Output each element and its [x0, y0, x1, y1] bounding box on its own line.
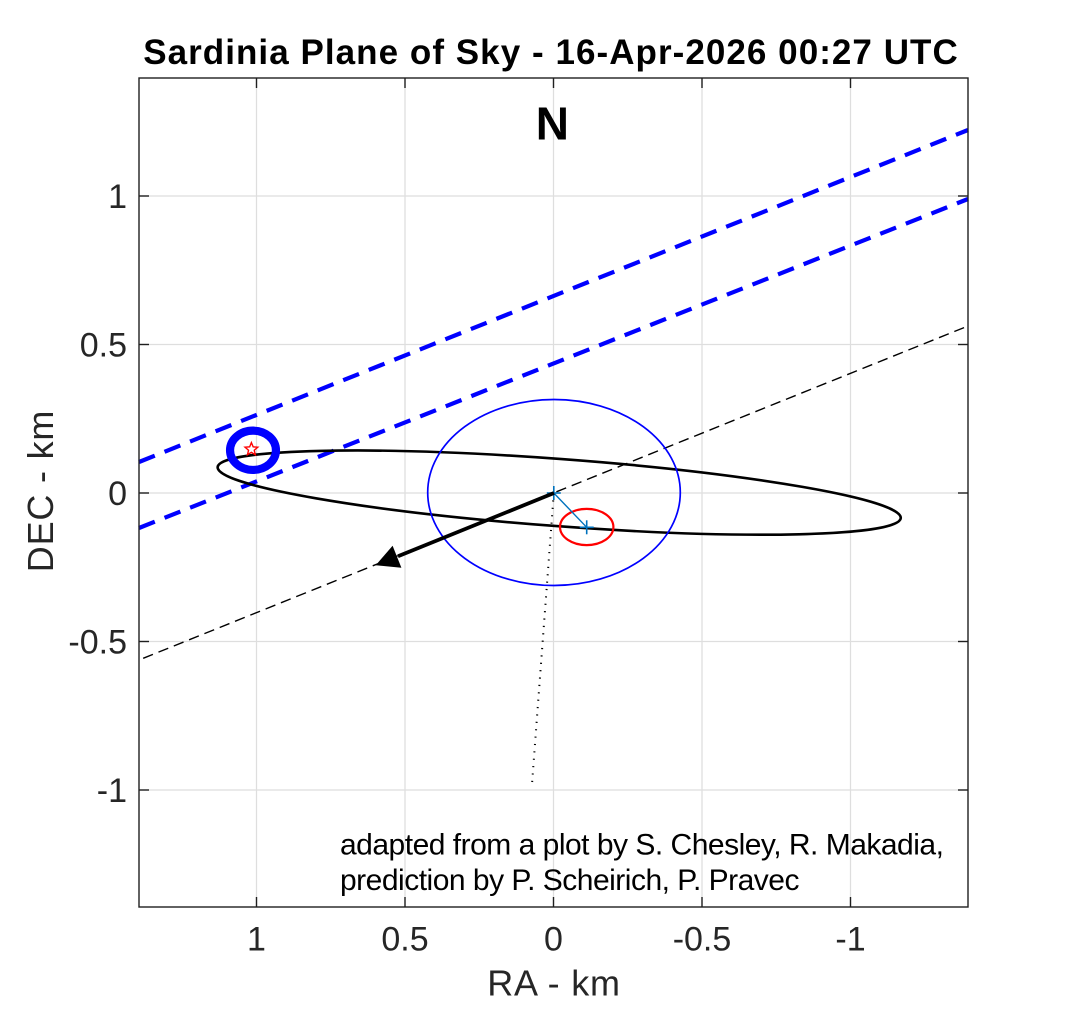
- svg-text:-1: -1: [97, 772, 127, 810]
- svg-text:0.5: 0.5: [381, 921, 428, 959]
- svg-text:-0.5: -0.5: [673, 921, 732, 959]
- svg-text:adapted from a plot by S. Ches: adapted from a plot by S. Chesley, R. Ma…: [340, 829, 943, 862]
- svg-text:0: 0: [544, 921, 563, 959]
- svg-text:Sardinia Plane of Sky - 16-Apr: Sardinia Plane of Sky - 16-Apr-2026 00:2…: [143, 33, 959, 72]
- svg-text:N: N: [536, 97, 569, 149]
- svg-text:prediction by P. Scheirich, P.: prediction by P. Scheirich, P. Pravec: [340, 864, 799, 897]
- svg-text:RA - km: RA - km: [487, 962, 621, 1003]
- svg-text:1: 1: [108, 178, 127, 216]
- svg-text:1: 1: [247, 921, 266, 959]
- svg-text:-0.5: -0.5: [68, 624, 127, 662]
- svg-text:0: 0: [108, 475, 127, 513]
- svg-text:0.5: 0.5: [80, 327, 127, 365]
- svg-text:-1: -1: [835, 921, 865, 959]
- svg-text:DEC - km: DEC - km: [20, 410, 61, 572]
